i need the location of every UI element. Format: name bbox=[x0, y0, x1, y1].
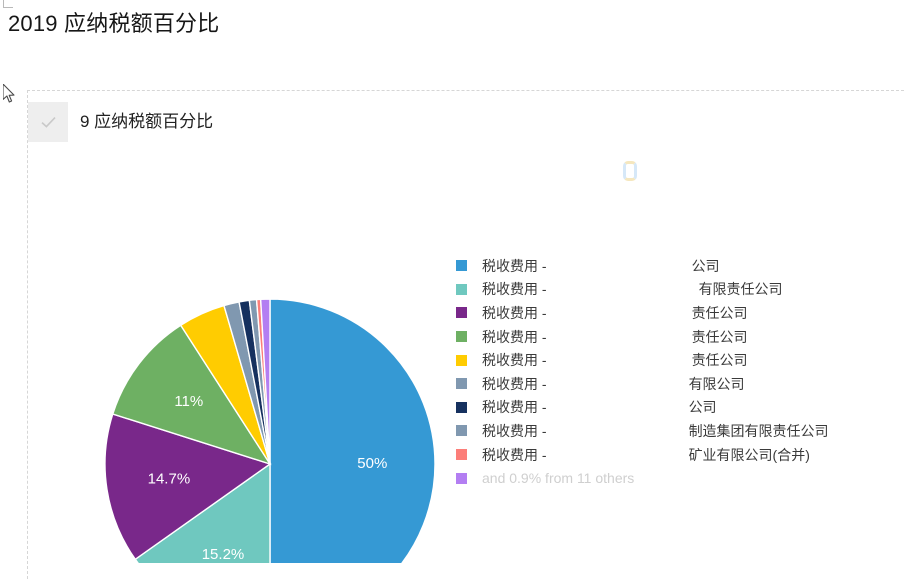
pie-slice[interactable] bbox=[134, 462, 271, 563]
legend-color-swatch bbox=[456, 331, 467, 343]
legend-color-swatch bbox=[456, 425, 467, 437]
legend-color-swatch bbox=[456, 449, 467, 461]
legend-label-suffix: 公司 bbox=[691, 257, 720, 274]
legend-label-prefix: 税收费用 - bbox=[482, 257, 547, 274]
filter-label: 9 应纳税额百分比 bbox=[80, 112, 214, 131]
legend-color-swatch bbox=[456, 260, 467, 272]
pie-slice[interactable] bbox=[111, 324, 272, 466]
legend-label-suffix: 有限责任公司 bbox=[698, 281, 783, 298]
legend-label-suffix: 责任公司 bbox=[691, 328, 748, 345]
legend-item-others[interactable]: and 0.9% from 11 others bbox=[456, 466, 896, 490]
legend-item[interactable]: 税收费用 - 责任公司 bbox=[456, 325, 896, 349]
legend-label-suffix: 矿业有限公司(合并) bbox=[688, 446, 810, 463]
legend-color-swatch bbox=[456, 378, 467, 390]
capture-corner-mark bbox=[3, 0, 13, 8]
legend-item[interactable]: 税收费用 - 制造集团有限责任公司 bbox=[456, 419, 896, 443]
legend-item-label: 税收费用 - 公司 bbox=[482, 398, 717, 416]
legend-color-swatch bbox=[456, 401, 467, 413]
legend-item-label: 税收费用 - 公司 bbox=[482, 257, 720, 275]
pie-slice-value-label: 50% bbox=[357, 455, 387, 472]
legend-item[interactable]: 税收费用 - 有限责任公司 bbox=[456, 278, 896, 302]
legend-label-prefix: 税收费用 - bbox=[482, 422, 547, 439]
legend-label-suffix: 制造集团有限责任公司 bbox=[688, 422, 829, 439]
legend-label-prefix: 税收费用 - bbox=[482, 304, 547, 321]
legend-item-label: 税收费用 - 矿业有限公司(合并) bbox=[482, 446, 810, 464]
filter-bar[interactable]: 9 应纳税额百分比 bbox=[28, 102, 213, 142]
pie-slices[interactable] bbox=[104, 298, 436, 563]
legend-item-label: 税收费用 - 有限公司 bbox=[482, 375, 745, 393]
legend-label-prefix: 税收费用 - bbox=[482, 281, 547, 298]
checkmark-icon bbox=[39, 113, 58, 132]
legend-label-suffix: 责任公司 bbox=[691, 352, 748, 369]
pie-legend[interactable]: 税收费用 - 公司 税收费用 - 有限责任公司 税收费用 - 责任公司 税收费用 - 责任公司… bbox=[456, 254, 896, 490]
mouse-cursor bbox=[2, 83, 17, 104]
pie-slice-value-label: 11% bbox=[174, 393, 203, 410]
legend-label-suffix: 公司 bbox=[688, 399, 717, 416]
legend-item[interactable]: 税收费用 - 责任公司 bbox=[456, 301, 896, 325]
legend-item[interactable]: 税收费用 - 有限公司 bbox=[456, 372, 896, 396]
legend-item-label: 税收费用 - 有限责任公司 bbox=[482, 280, 783, 298]
legend-label-prefix: 税收费用 - bbox=[482, 328, 547, 345]
legend-label-prefix: 税收费用 - bbox=[482, 399, 547, 416]
legend-item-label: 税收费用 - 责任公司 bbox=[482, 351, 748, 369]
report-canvas: 9 应纳税额百分比 50% 15.2% 14.7% 11% 税收费用 - 公司 税收费用 … bbox=[27, 90, 904, 579]
legend-color-swatch bbox=[456, 472, 467, 484]
legend-item-label: 税收费用 - 制造集团有限责任公司 bbox=[482, 422, 829, 440]
legend-label-suffix: 有限公司 bbox=[688, 375, 745, 392]
legend-item-label: 税收费用 - 责任公司 bbox=[482, 328, 748, 346]
pie-value-labels: 50% 15.2% 14.7% 11% bbox=[148, 393, 388, 563]
pie-slice-value-label: 15.2% bbox=[202, 546, 245, 563]
pie-chart-svg[interactable]: 50% 15.2% 14.7% 11% bbox=[73, 203, 473, 563]
pie-slice[interactable] bbox=[259, 298, 271, 465]
pie-chart-visual[interactable]: 50% 15.2% 14.7% 11% 税收费用 - 公司 税收费用 - 有限责任公司 税收费… bbox=[28, 91, 904, 580]
legend-color-swatch bbox=[456, 307, 467, 319]
legend-label-suffix: 责任公司 bbox=[691, 304, 748, 321]
legend-item[interactable]: 税收费用 - 公司 bbox=[456, 254, 896, 278]
legend-item[interactable]: 税收费用 - 矿业有限公司(合并) bbox=[456, 443, 896, 467]
legend-others-label: and 0.9% from 11 others bbox=[482, 470, 635, 487]
filter-checkbox[interactable] bbox=[28, 102, 68, 142]
legend-item[interactable]: 税收费用 - 责任公司 bbox=[456, 348, 896, 372]
pie-slice[interactable] bbox=[104, 413, 272, 561]
legend-item-label: 税收费用 - 责任公司 bbox=[482, 304, 748, 322]
loading-spinner-icon bbox=[623, 161, 645, 183]
legend-color-swatch bbox=[456, 283, 467, 295]
pie-slice[interactable] bbox=[269, 298, 436, 563]
pie-slice-value-label: 14.7% bbox=[148, 471, 191, 488]
page-title: 2019 应纳税额百分比 bbox=[8, 11, 220, 36]
legend-item[interactable]: 税收费用 - 公司 bbox=[456, 396, 896, 420]
legend-label-prefix: 税收费用 - bbox=[482, 352, 547, 369]
legend-label-prefix: 税收费用 - bbox=[482, 375, 547, 392]
legend-label-prefix: 税收费用 - bbox=[482, 446, 547, 463]
legend-color-swatch bbox=[456, 354, 467, 366]
